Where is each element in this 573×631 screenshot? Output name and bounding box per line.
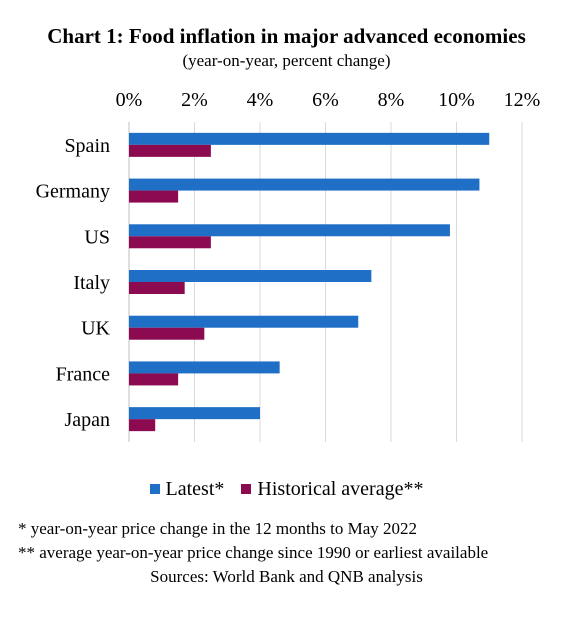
bar-latest-italy bbox=[129, 270, 372, 282]
bar-historical-france bbox=[129, 373, 179, 386]
x-tick-label-4: 8% bbox=[378, 89, 405, 111]
bar-latest-uk bbox=[129, 315, 359, 328]
bar-historical-uk bbox=[129, 327, 205, 340]
category-label-france: France bbox=[56, 363, 111, 385]
category-label-us: US bbox=[84, 226, 110, 248]
x-tick-label-3: 6% bbox=[312, 89, 339, 111]
bar-latest-france bbox=[129, 361, 280, 374]
category-label-japan: Japan bbox=[64, 409, 110, 431]
x-tick-label-0: 0% bbox=[116, 89, 143, 111]
bar-latest-spain bbox=[129, 132, 490, 145]
footnote-historical: ** average year-on-year price change sin… bbox=[18, 543, 489, 562]
footnote-latest: * year-on-year price change in the 12 mo… bbox=[18, 519, 418, 538]
legend-label-historical: Historical average** bbox=[257, 478, 424, 500]
legend-item-latest: Latest* bbox=[149, 477, 225, 501]
bar-historical-us bbox=[129, 236, 211, 249]
bar-chart: 0% 2% 4% 6% 8% 10% 12% Spain Germany US Italy UK Fra… bbox=[36, 89, 541, 442]
bar-historical-spain bbox=[129, 144, 211, 157]
chart-legend: Latest* Historical average** bbox=[0, 476, 573, 501]
x-tick-label-5: 10% bbox=[438, 89, 475, 111]
legend-swatch-historical bbox=[241, 484, 252, 494]
bar-latest-germany bbox=[129, 178, 480, 191]
x-tick-label-2: 4% bbox=[247, 89, 274, 111]
category-label-spain: Spain bbox=[64, 135, 110, 157]
category-label-uk: UK bbox=[81, 318, 110, 340]
bar-latest-us bbox=[129, 224, 450, 237]
x-tick-label-6: 12% bbox=[504, 89, 541, 111]
bar-historical-japan bbox=[129, 419, 156, 432]
category-label-germany: Germany bbox=[36, 181, 110, 203]
bar-historical-germany bbox=[129, 190, 179, 203]
chart-subtitle: (year-on-year, percent change) bbox=[182, 51, 391, 70]
source-note: Sources: World Bank and QNB analysis bbox=[150, 567, 423, 586]
x-tick-label-1: 2% bbox=[181, 89, 208, 111]
legend-label-latest: Latest* bbox=[165, 478, 225, 500]
chart-title: Chart 1: Food inflation in major advance… bbox=[47, 24, 526, 48]
bar-historical-italy bbox=[129, 282, 185, 294]
legend-swatch-latest bbox=[149, 484, 160, 494]
bar-latest-japan bbox=[129, 407, 260, 420]
legend-item-historical: Historical average** bbox=[241, 477, 423, 501]
category-label-italy: Italy bbox=[73, 272, 110, 294]
